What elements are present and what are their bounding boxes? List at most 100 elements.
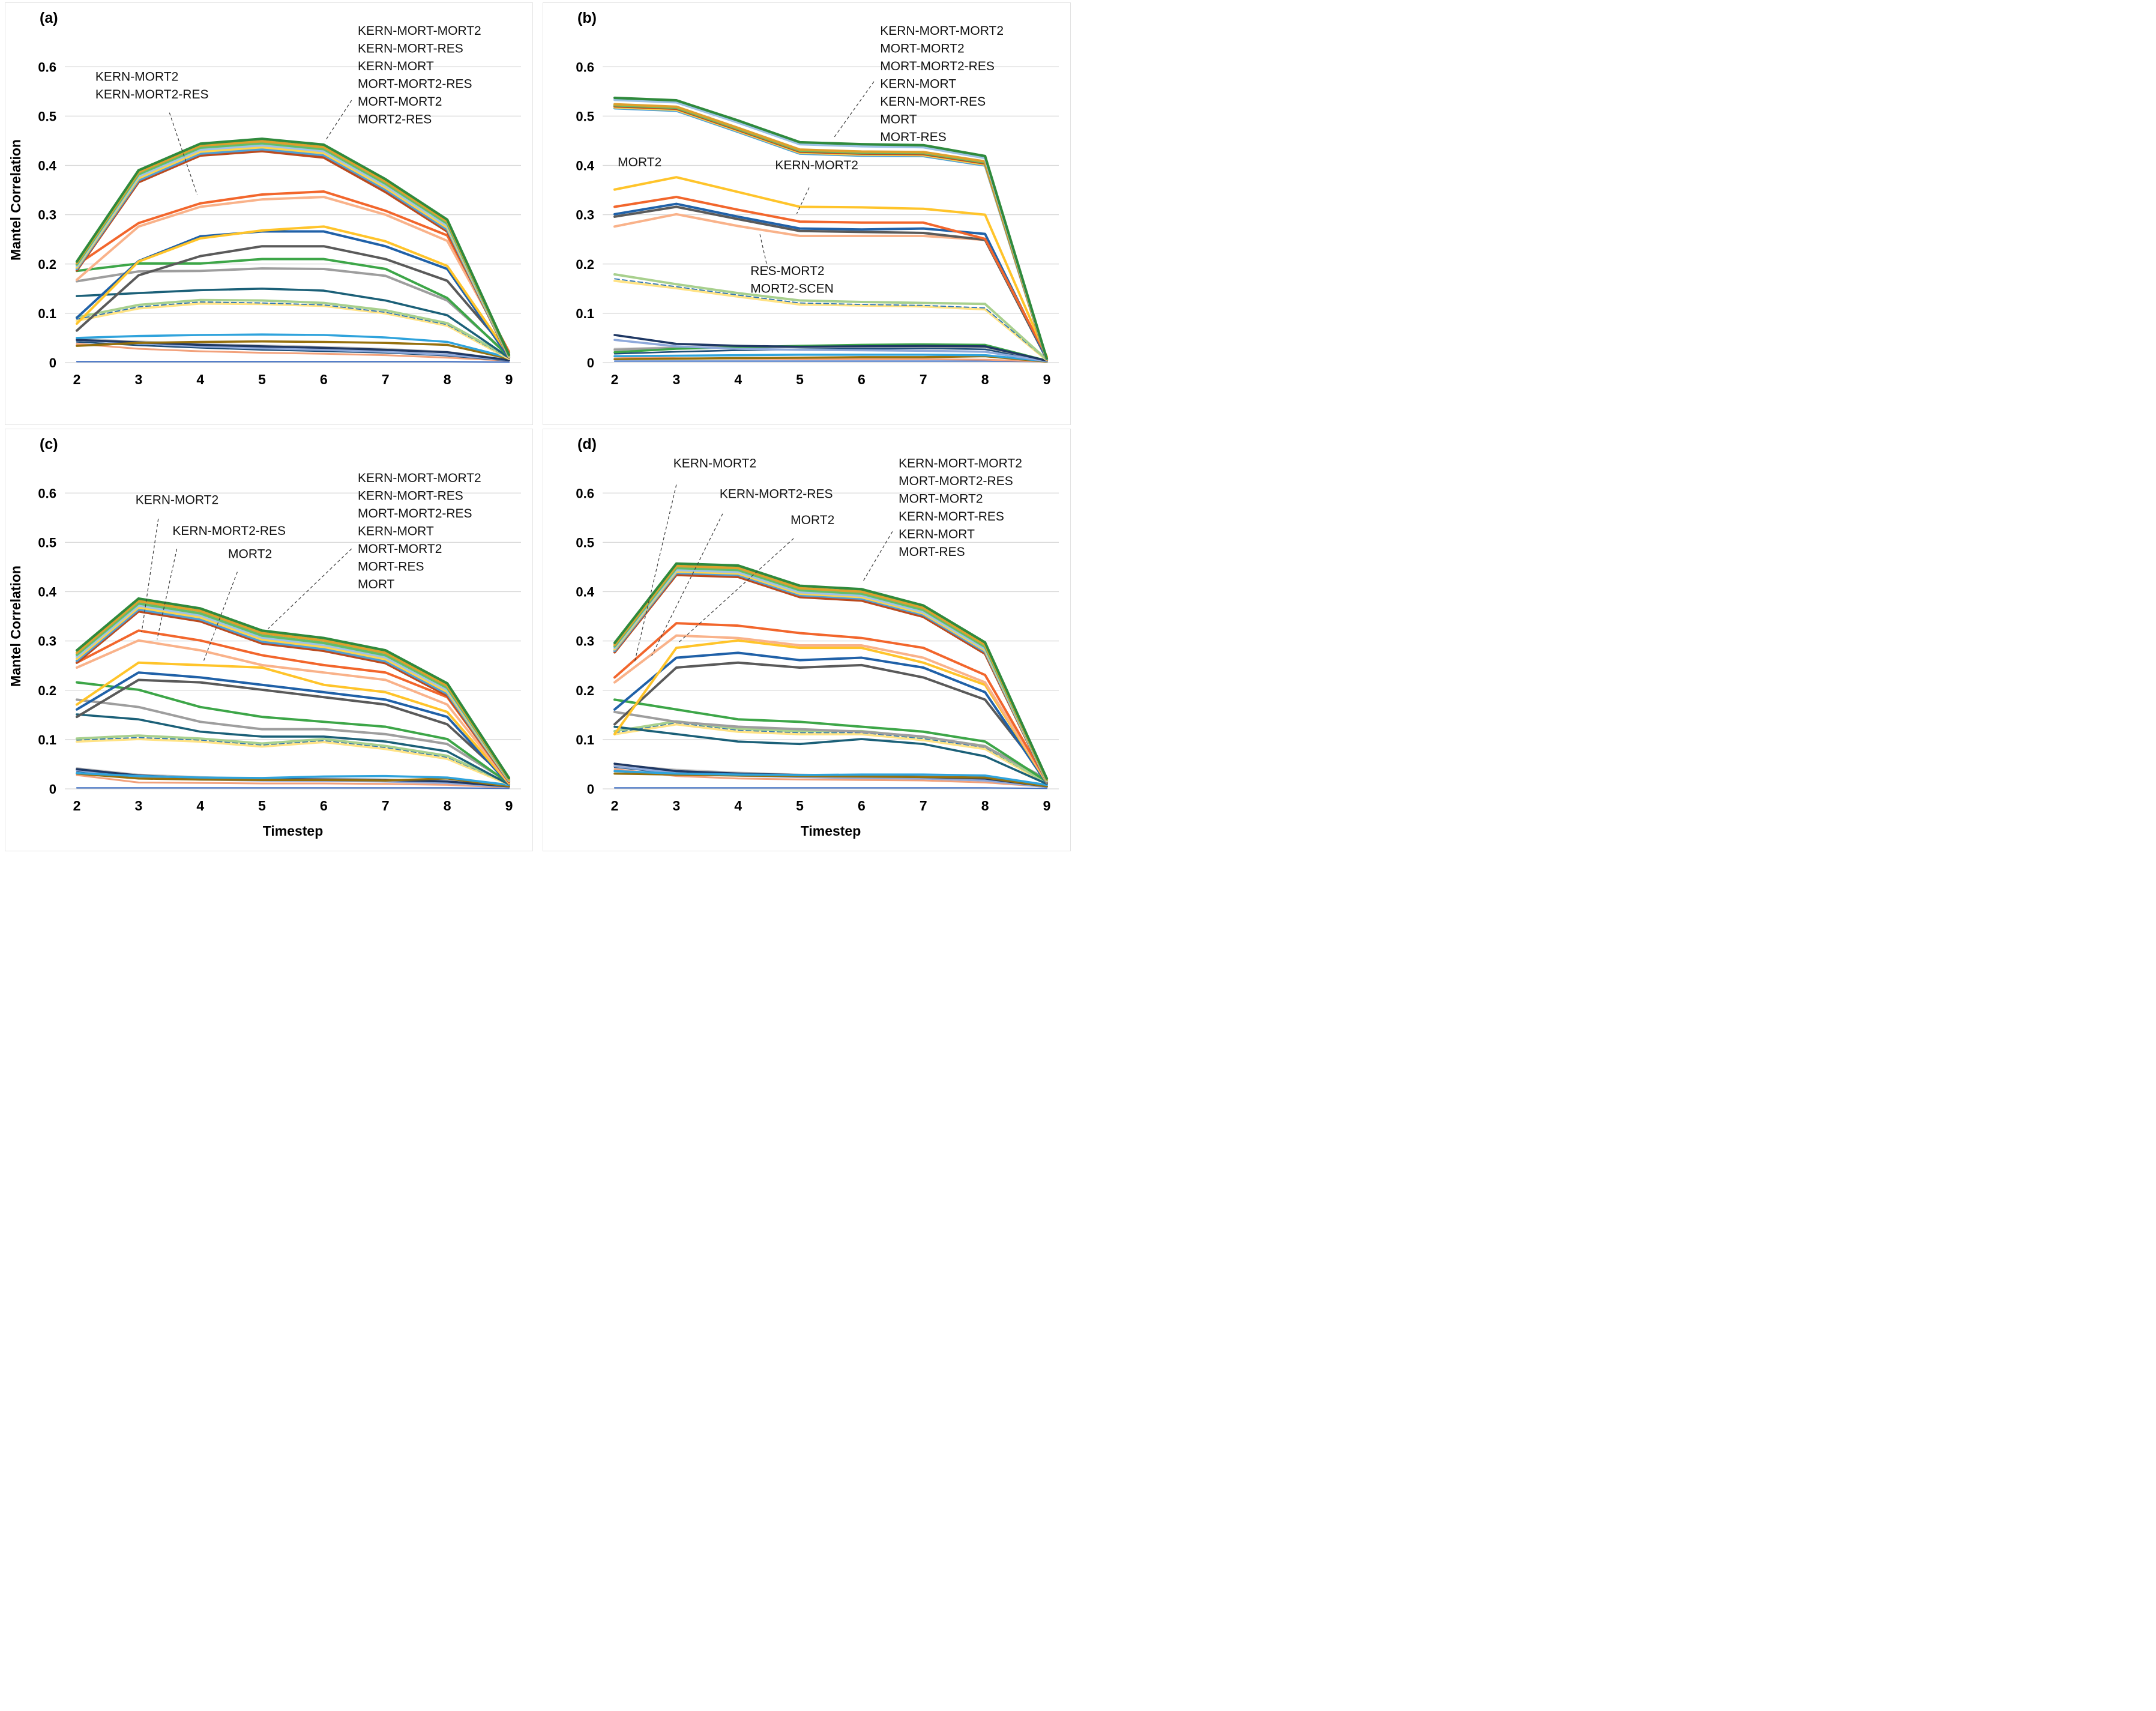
x-tick-label: 9 bbox=[1043, 798, 1051, 813]
series-line bbox=[613, 343, 1048, 362]
panel-tag: (c) bbox=[40, 436, 58, 453]
series-line bbox=[613, 725, 1048, 785]
y-tick-label: 0.5 bbox=[38, 535, 56, 550]
x-axis-title: Timestep bbox=[263, 823, 324, 839]
series-kern-mort2 bbox=[76, 629, 510, 783]
y-tick-label: 0.2 bbox=[38, 257, 56, 272]
series-line bbox=[76, 258, 510, 358]
series-callout-label: KERN-MORT-MORT2 MORT-MORT2 MORT-MORT2-RES K… bbox=[880, 24, 1004, 144]
series-line bbox=[613, 564, 1049, 781]
series-line bbox=[76, 301, 510, 359]
series-line bbox=[613, 360, 1048, 363]
x-tick-label: 6 bbox=[858, 798, 866, 813]
mantel-correlation-figure: 0 0.1 0.2 0.3 0.4 0.5 0.6 2 3 4 5 6 7 8 9 Mantel Correl… bbox=[0, 0, 1078, 855]
y-tick-label: 0 bbox=[49, 355, 56, 370]
series-kern-mort-mort2 bbox=[613, 562, 1049, 780]
y-tick-label: 0.4 bbox=[38, 585, 56, 600]
series-line bbox=[76, 343, 510, 362]
series-line bbox=[613, 334, 1048, 362]
y-tick-label: 0.6 bbox=[38, 486, 56, 501]
series-callout-label: RES-MORT2 MORT2-SCEN bbox=[750, 264, 833, 296]
series-mort-res bbox=[75, 608, 511, 782]
x-tick-label: 9 bbox=[505, 372, 513, 387]
annotation-leader-line bbox=[634, 484, 677, 663]
series-line bbox=[76, 230, 510, 359]
series-callout-label: KERN-MORT-MORT2 KERN-MORT-RES MORT-MORT2-R… bbox=[358, 471, 481, 591]
series-mort2-res bbox=[75, 149, 511, 359]
x-tick-label: 3 bbox=[672, 798, 680, 813]
series-mort-mort2-res bbox=[75, 602, 511, 781]
series-line bbox=[613, 354, 1048, 363]
series-kern-mort2-res bbox=[613, 634, 1048, 783]
series-kern-mort-res bbox=[75, 600, 511, 780]
x-tick-label: 8 bbox=[444, 372, 451, 387]
y-tick-label: 0.2 bbox=[576, 683, 594, 698]
y-tick-label: 0 bbox=[587, 782, 594, 797]
series-callout-label: KERN-MORT2-RES bbox=[720, 487, 833, 501]
series-mort2 bbox=[613, 639, 1048, 784]
series-callout-label: KERN-MORT-MORT2 MORT-MORT2-RES MORT-MORT2 K… bbox=[899, 457, 1022, 560]
y-tick-label: 0.4 bbox=[576, 158, 594, 174]
panel-tag: (a) bbox=[40, 10, 58, 26]
series-line bbox=[76, 225, 510, 357]
x-tick-label: 9 bbox=[1043, 372, 1051, 387]
series-callout-label: KERN-MORT-MORT2 KERN-MORT-RES KERN-MORT MOR… bbox=[358, 24, 481, 127]
x-tick-label: 8 bbox=[981, 372, 989, 387]
x-tick-label: 6 bbox=[858, 372, 866, 387]
series-line bbox=[76, 737, 510, 785]
y-tick-label: 0.3 bbox=[38, 634, 56, 649]
series-line bbox=[76, 713, 510, 786]
panel-tag: (d) bbox=[577, 436, 597, 453]
series-line bbox=[613, 651, 1048, 785]
x-tick-label: 4 bbox=[734, 372, 742, 387]
series-line bbox=[76, 681, 510, 785]
x-tick-label: 5 bbox=[796, 372, 804, 387]
y-axis-title: Mantel Correlation bbox=[8, 139, 23, 261]
x-tick-label: 2 bbox=[73, 372, 81, 387]
x-tick-label: 6 bbox=[320, 798, 328, 813]
x-tick-label: 5 bbox=[258, 372, 266, 387]
series-mort-mort2-res bbox=[75, 146, 511, 358]
y-tick-label: 0.6 bbox=[576, 59, 594, 74]
y-tick-label: 0 bbox=[49, 782, 56, 797]
x-tick-label: 4 bbox=[734, 798, 742, 813]
panel-c-chart: 0 0.1 0.2 0.3 0.4 0.5 0.6 2 3 4 5 6 7 8 9 Mantel Correl… bbox=[5, 429, 533, 851]
x-tick-label: 3 bbox=[134, 372, 142, 387]
series-kern-mort-mort2 bbox=[75, 597, 511, 780]
x-tick-label: 7 bbox=[382, 372, 390, 387]
series-line bbox=[76, 302, 510, 360]
annotation-leader-line bbox=[157, 548, 178, 640]
series-line bbox=[76, 671, 510, 786]
series-callout-label: KERN-MORT2 KERN-MORT2-RES bbox=[95, 70, 209, 101]
y-tick-label: 0.3 bbox=[576, 634, 594, 649]
x-tick-label: 2 bbox=[73, 798, 81, 813]
x-tick-label: 4 bbox=[196, 798, 204, 813]
series-callout-label: KERN-MORT2 bbox=[775, 158, 858, 172]
series-callout-label: MORT2 bbox=[790, 513, 834, 527]
x-tick-label: 8 bbox=[981, 798, 989, 813]
y-tick-label: 0.1 bbox=[38, 732, 56, 747]
y-tick-label: 0.5 bbox=[576, 109, 594, 124]
annotation-leader-line bbox=[833, 81, 875, 138]
annotation-leader-line bbox=[862, 531, 893, 582]
series-line bbox=[76, 298, 510, 358]
series-mort-mort2-res bbox=[613, 103, 1049, 361]
y-tick-label: 0.2 bbox=[576, 257, 594, 272]
panel-b-chart: 0 0.1 0.2 0.3 0.4 0.5 0.6 2 3 4 5 6 7 8 9 (b) KERN-MORT-… bbox=[543, 2, 1071, 425]
series-line bbox=[613, 355, 1048, 363]
series-line bbox=[76, 340, 510, 360]
series-line bbox=[613, 770, 1048, 786]
series-mort-mort2 bbox=[613, 569, 1049, 782]
series-kern-mort2-res bbox=[76, 639, 510, 784]
series-line bbox=[76, 772, 510, 788]
series-kern-mort-mort2 bbox=[75, 137, 511, 356]
series-line bbox=[76, 774, 510, 789]
y-tick-label: 0.5 bbox=[576, 535, 594, 550]
series-line bbox=[76, 245, 510, 354]
x-tick-label: 5 bbox=[258, 798, 266, 813]
x-tick-label: 7 bbox=[382, 798, 390, 813]
series-mort-res bbox=[613, 573, 1049, 783]
panel-tag: (b) bbox=[577, 10, 597, 26]
series-line bbox=[613, 710, 1048, 780]
series-line bbox=[613, 723, 1048, 785]
